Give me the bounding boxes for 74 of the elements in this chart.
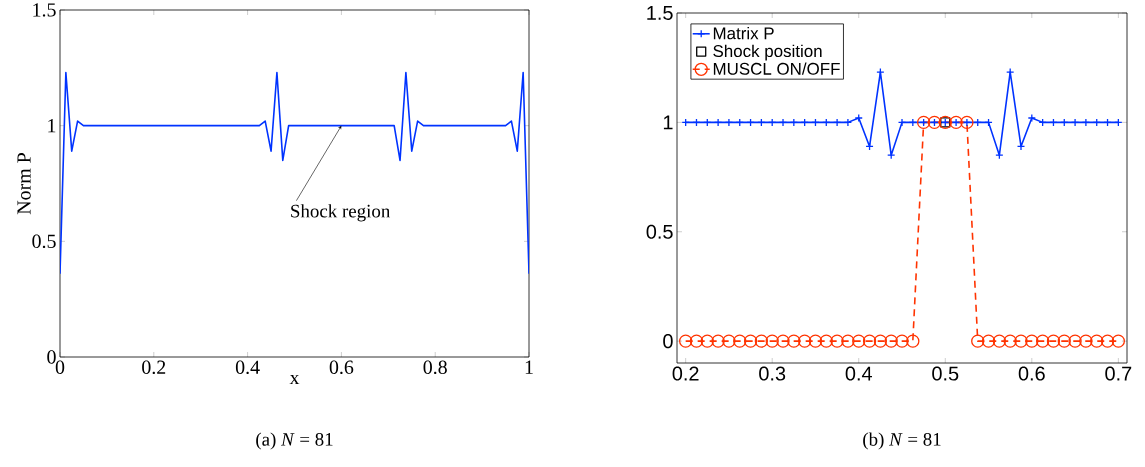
text: (b) N = 81 bbox=[863, 432, 941, 450]
y-tick-label: 1 bbox=[48, 119, 56, 133]
point bbox=[1014, 334, 1028, 348]
annotation: Shock region bbox=[291, 204, 391, 222]
point bbox=[765, 334, 779, 348]
point bbox=[906, 334, 920, 348]
point bbox=[895, 334, 909, 348]
point bbox=[862, 334, 877, 348]
x-tick-label: 0.4 bbox=[845, 366, 873, 381]
x-tick-label: 0.8 bbox=[423, 360, 447, 375]
point bbox=[971, 334, 985, 348]
point bbox=[1079, 334, 1093, 348]
point bbox=[981, 334, 996, 348]
point bbox=[854, 113, 863, 123]
point bbox=[1046, 334, 1061, 348]
point bbox=[1070, 118, 1080, 127]
line-series bbox=[60, 71, 530, 275]
point bbox=[743, 334, 758, 348]
point bbox=[808, 334, 823, 348]
text: (a) N = 81 bbox=[256, 432, 333, 450]
y-tick-label: 0.5 bbox=[646, 224, 673, 239]
point bbox=[992, 334, 1007, 348]
x-tick-label: 0.6 bbox=[329, 360, 354, 375]
point bbox=[884, 334, 898, 348]
point bbox=[1111, 334, 1126, 348]
legend-label: Matrix P bbox=[713, 26, 774, 40]
point bbox=[841, 334, 855, 348]
y-tick-label: 1.5 bbox=[647, 6, 673, 20]
point bbox=[1035, 334, 1050, 348]
legend-label: MUSCL ON/OFF bbox=[713, 62, 840, 75]
point bbox=[1100, 334, 1115, 348]
point bbox=[852, 334, 866, 348]
point bbox=[778, 118, 788, 127]
point bbox=[798, 334, 812, 348]
x-tick-label: 0.7 bbox=[1105, 366, 1132, 381]
y-tick-label: 1.5 bbox=[33, 3, 56, 17]
point bbox=[1057, 334, 1071, 348]
x-tick-label: 0.4 bbox=[235, 360, 260, 375]
y-tick-label: 0 bbox=[663, 334, 673, 349]
point bbox=[1090, 334, 1104, 348]
point bbox=[733, 334, 747, 348]
x-tick-label: 0.3 bbox=[759, 366, 786, 381]
point bbox=[819, 334, 833, 348]
x-tick-label: 0.5 bbox=[932, 366, 959, 381]
point bbox=[1081, 118, 1091, 127]
point bbox=[787, 334, 801, 348]
point bbox=[679, 334, 693, 348]
y-tick-label: 0 bbox=[47, 350, 56, 364]
point bbox=[830, 334, 844, 348]
point bbox=[722, 334, 736, 348]
x-axis-title: x bbox=[289, 374, 300, 385]
point bbox=[776, 334, 790, 348]
legend-label: Shock position bbox=[713, 44, 822, 61]
point bbox=[897, 118, 907, 127]
point bbox=[1027, 113, 1036, 123]
y-axis-title: Norm P bbox=[17, 153, 31, 215]
point bbox=[713, 118, 723, 127]
point bbox=[754, 334, 769, 348]
point bbox=[724, 118, 734, 127]
point bbox=[711, 334, 725, 348]
y-tick-label: 0.5 bbox=[32, 234, 56, 249]
x-tick-label: 0.2 bbox=[142, 360, 166, 375]
point bbox=[689, 334, 704, 348]
point bbox=[843, 118, 853, 127]
y-tick-label: 1 bbox=[663, 115, 673, 130]
x-tick-label: 0.6 bbox=[1018, 366, 1045, 381]
point bbox=[873, 334, 888, 348]
point bbox=[1003, 334, 1017, 348]
point bbox=[832, 118, 842, 127]
point bbox=[700, 334, 714, 348]
point bbox=[1025, 334, 1039, 348]
x-tick-label: 1 bbox=[525, 360, 533, 374]
point bbox=[1068, 334, 1082, 348]
x-tick-label: 0.2 bbox=[672, 366, 699, 381]
